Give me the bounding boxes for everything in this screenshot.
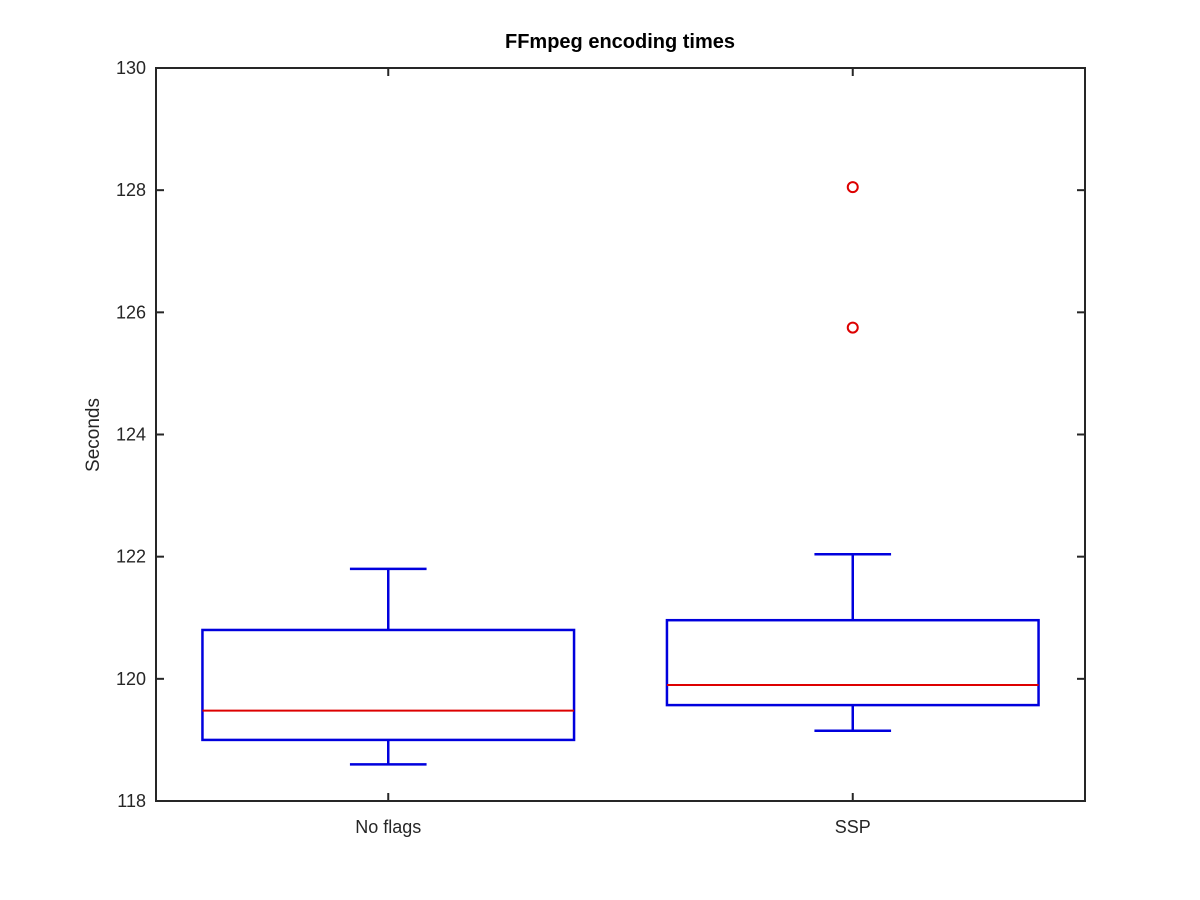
outlier-point bbox=[846, 321, 859, 334]
axes-frame bbox=[155, 67, 1086, 802]
y-tick-label: 126 bbox=[116, 302, 146, 322]
chart-title: FFmpeg encoding times bbox=[505, 31, 735, 53]
y-tick-label: 128 bbox=[116, 180, 146, 200]
y-tick-label: 118 bbox=[117, 791, 146, 811]
y-tick-label: 124 bbox=[116, 425, 146, 445]
x-tick-label: No flags bbox=[355, 817, 421, 837]
outlier-point bbox=[846, 181, 859, 194]
box-iqr bbox=[665, 618, 1040, 707]
box-iqr bbox=[201, 628, 576, 742]
y-tick-label: 120 bbox=[116, 669, 146, 689]
y-axis-label: Seconds bbox=[83, 398, 104, 472]
x-tick-label: SSP bbox=[835, 817, 871, 837]
y-tick-label: 130 bbox=[116, 58, 146, 78]
y-tick-label: 122 bbox=[116, 547, 146, 567]
